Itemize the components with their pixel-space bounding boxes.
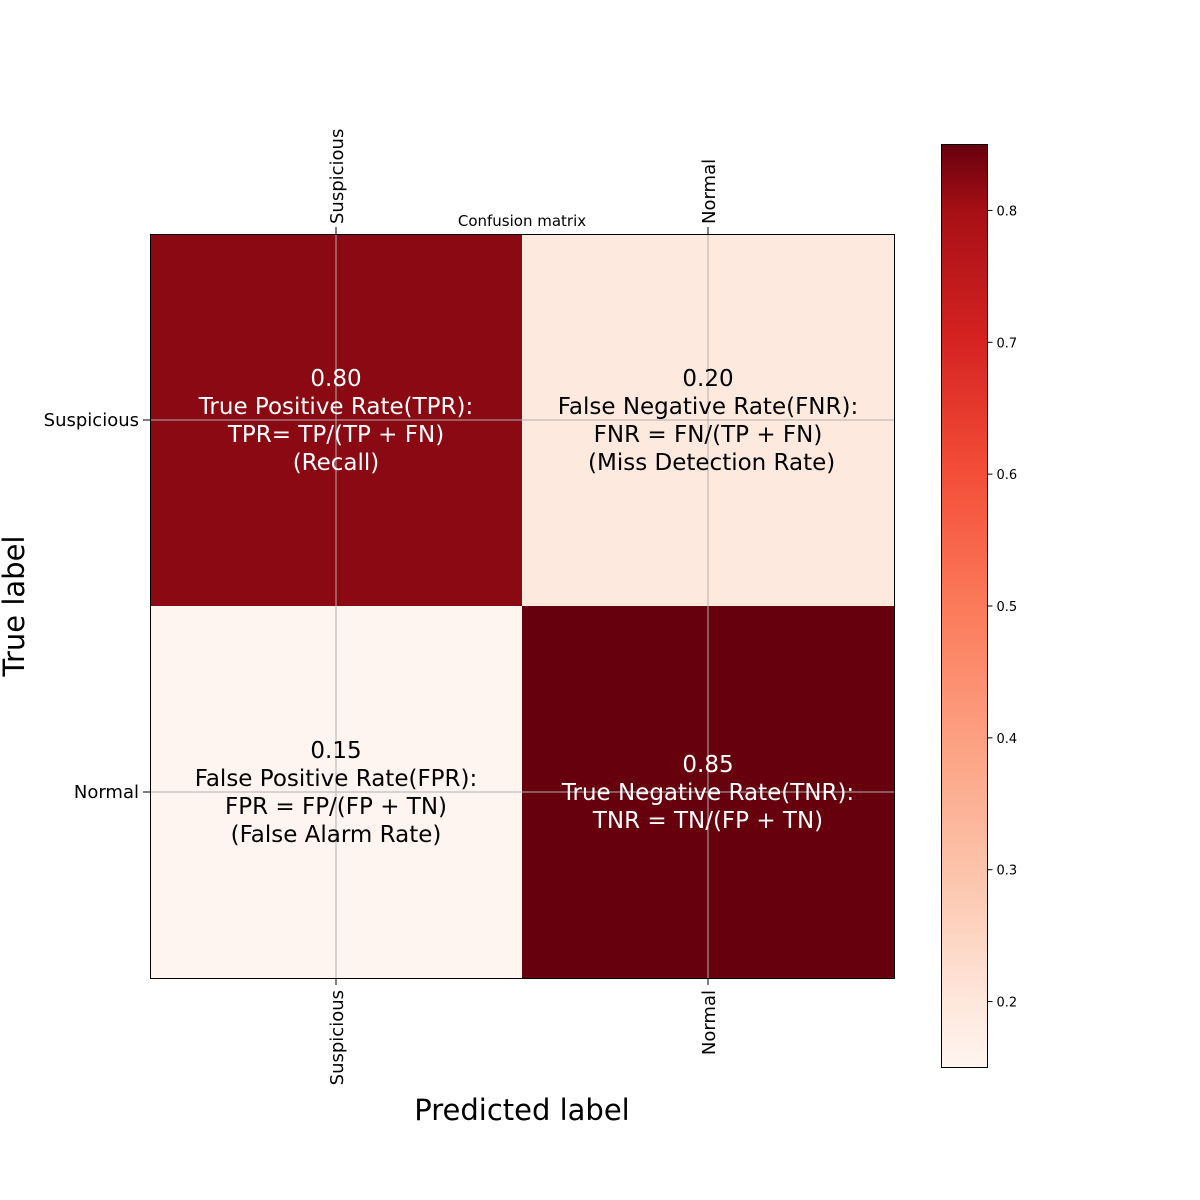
x-tick-label-top-0: Suspicious (327, 129, 348, 224)
cell-label-0-0: 0.80 True Positive Rate(TPR): TPR= TP/(TP … (198, 366, 473, 476)
y-tick-label-0: Suspicious (44, 410, 139, 431)
cell-label-line-1-0-0: 0.15 (310, 738, 361, 764)
colorbar-tick-label-2: 0.4 (997, 732, 1018, 747)
colorbar-tick-label-3: 0.5 (997, 600, 1018, 615)
grid-lines (150, 234, 894, 978)
cell-label-line-0-1-3: (Miss Detection Rate) (581, 450, 836, 476)
cell-label-line-0-0-0: 0.80 (310, 366, 361, 392)
cell-label-line-0-1-1: False Negative Rate(FNR): (558, 394, 858, 420)
cell-label-line-1-1-2: TNR = TN/(FP + TN) (592, 808, 823, 834)
cell-label-line-0-1-2: FNR = FN/(TP + FN) (594, 422, 823, 448)
colorbar-tick-label-5: 0.7 (997, 336, 1018, 351)
colorbar-tick-label-1: 0.3 (997, 864, 1018, 879)
cell-label-line-1-0-1: False Positive Rate(FPR): (195, 766, 478, 792)
x-tick-label-top-1: Normal (699, 159, 720, 224)
x-axis-label: Predicted label (414, 1093, 630, 1127)
plot-frame (150, 234, 895, 979)
heatmap-cells (150, 234, 894, 978)
cell-label-line-0-0-1: True Positive Rate(TPR): (198, 394, 473, 420)
cell-label-line-1-0-3: (False Alarm Rate) (231, 822, 442, 848)
colorbar: 0.2 0.3 0.4 0.5 0.6 0.7 0.8 (941, 144, 1018, 1068)
cell-label-0-1: 0.20 False Negative Rate(FNR): FNR = FN/(T… (558, 366, 858, 476)
y-tick-label-1: Normal (74, 782, 139, 803)
cell-label-1-0: 0.15 False Positive Rate(FPR): FPR = FP/(F… (195, 738, 478, 848)
cell-label-line-0-0-3: (Recall) (293, 450, 380, 476)
cell-label-line-1-0-2: FPR = FP/(FP + TN) (225, 794, 447, 820)
y-axis-label: True label (0, 536, 31, 678)
cell-label-line-0-1-0: 0.20 (682, 366, 733, 392)
cell-label-line-1-1-1: True Negative Rate(TNR): (561, 780, 854, 806)
colorbar-tick-label-0: 0.2 (997, 996, 1018, 1011)
colorbar-gradient (941, 144, 988, 1068)
colorbar-tick-label-6: 0.8 (997, 204, 1018, 219)
cell-annotations: 0.80 True Positive Rate(TPR): TPR= TP/(TP … (195, 366, 858, 848)
cell-label-line-0-0-2: TPR= TP/(TP + FN) (227, 422, 444, 448)
colorbar-ticks: 0.2 0.3 0.4 0.5 0.6 0.7 0.8 (987, 204, 1018, 1011)
x-tick-label-bottom-0: Suspicious (327, 990, 348, 1085)
x-tick-label-bottom-1: Normal (699, 990, 720, 1055)
colorbar-tick-label-4: 0.6 (997, 468, 1018, 483)
cell-label-line-1-1-0: 0.85 (682, 752, 733, 778)
axis-ticks: Suspicious Suspicious Normal Normal Suspicio… (44, 129, 720, 1086)
chart-title: Confusion matrix (458, 212, 586, 230)
cell-label-1-1: 0.85 True Negative Rate(TNR): TNR = TN/(FP… (561, 752, 854, 834)
